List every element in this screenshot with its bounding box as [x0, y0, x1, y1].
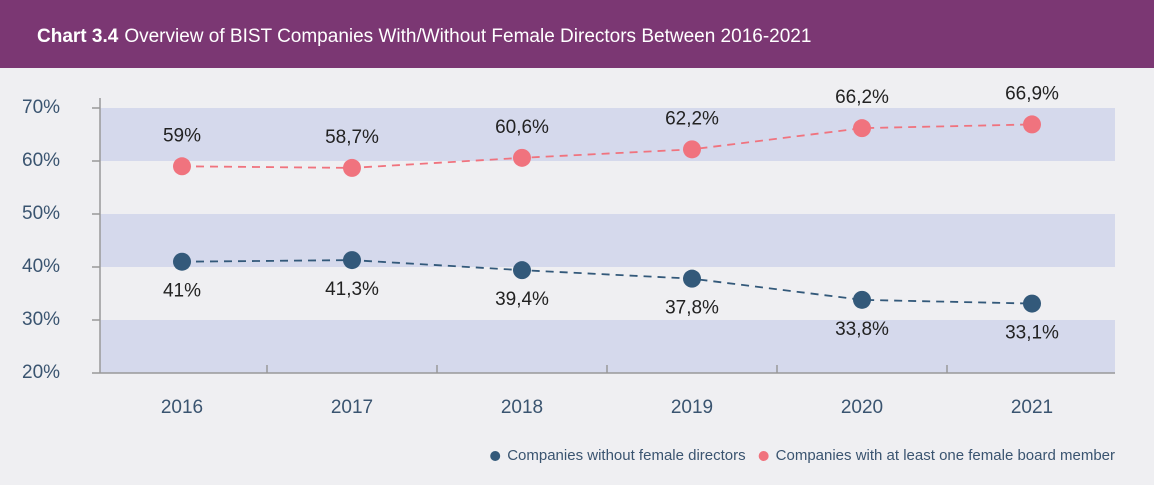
- x-tick-label: 2019: [671, 397, 713, 418]
- data-label: 41%: [163, 281, 201, 302]
- data-label: 59%: [163, 125, 201, 146]
- data-point: [1023, 294, 1041, 313]
- data-point: [683, 269, 701, 288]
- data-point: [853, 290, 871, 309]
- data-label: 66,9%: [1005, 83, 1059, 104]
- data-label: 33,8%: [835, 319, 889, 340]
- data-point: [683, 140, 701, 159]
- data-point: [343, 251, 361, 270]
- x-tick-label: 2021: [1011, 397, 1053, 418]
- data-point: [513, 148, 531, 167]
- data-label: 58,7%: [325, 127, 379, 148]
- data-point: [513, 261, 531, 280]
- x-tick-label: 2020: [841, 397, 883, 418]
- x-tick-label: 2016: [161, 397, 203, 418]
- chart-label: Chart 3.4: [37, 26, 119, 47]
- legend-marker: [490, 451, 501, 461]
- data-point: [1023, 115, 1041, 134]
- y-tick-label: 70%: [22, 97, 60, 118]
- data-label: 66,2%: [835, 87, 889, 108]
- x-tick-label: 2018: [501, 397, 543, 418]
- header: [0, 0, 1154, 68]
- y-tick-label: 20%: [22, 362, 60, 383]
- data-label: 62,2%: [665, 108, 719, 129]
- grid-band: [100, 108, 1115, 161]
- legend-label: Companies without female directors: [507, 447, 745, 464]
- data-label: 33,1%: [1005, 323, 1059, 344]
- data-label: 60,6%: [495, 117, 549, 138]
- chart-title: Overview of BIST Companies With/Without …: [124, 26, 811, 47]
- data-point: [173, 252, 191, 271]
- grid-band: [100, 320, 1115, 373]
- data-point: [853, 119, 871, 138]
- y-tick-label: 50%: [22, 203, 60, 224]
- data-label: 37,8%: [665, 298, 719, 319]
- y-tick-label: 30%: [22, 309, 60, 330]
- y-tick-label: 40%: [22, 256, 60, 277]
- series-line: [181, 123, 1033, 169]
- data-label: 41,3%: [325, 279, 379, 300]
- y-tick-label: 60%: [22, 150, 60, 171]
- legend-label: Companies with at least one female board…: [776, 447, 1115, 464]
- series-line: [181, 259, 1033, 305]
- data-label: 39,4%: [495, 289, 549, 310]
- data-point: [173, 157, 191, 176]
- chart-heading: Chart 3.4 Overview of BIST Companies With…: [37, 26, 811, 47]
- x-tick-label: 2017: [331, 397, 373, 418]
- data-point: [343, 158, 361, 177]
- grid-band: [100, 214, 1115, 267]
- legend-marker: [758, 451, 769, 461]
